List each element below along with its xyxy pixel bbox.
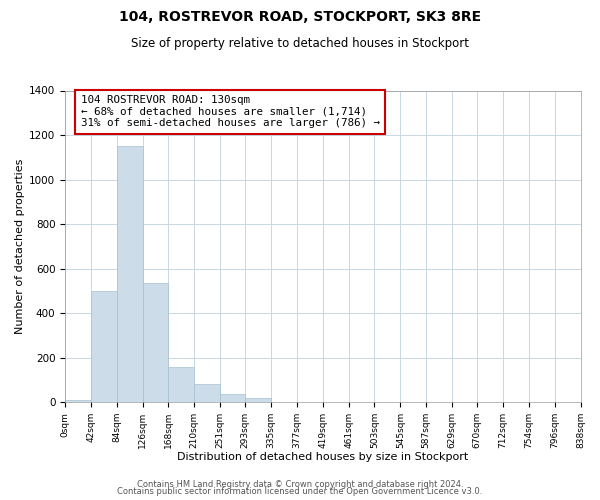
Y-axis label: Number of detached properties: Number of detached properties	[15, 158, 25, 334]
Bar	[91, 291, 117, 402]
Text: 104 ROSTREVOR ROAD: 130sqm
← 68% of detached houses are smaller (1,714)
31% of s: 104 ROSTREVOR ROAD: 130sqm ← 68% of deta…	[80, 95, 380, 128]
Text: Contains HM Land Registry data © Crown copyright and database right 2024.: Contains HM Land Registry data © Crown c…	[137, 480, 463, 489]
Bar	[117, 146, 143, 402]
Bar	[220, 394, 245, 402]
X-axis label: Distribution of detached houses by size in Stockport: Distribution of detached houses by size …	[177, 452, 469, 462]
Bar	[143, 283, 169, 402]
Text: Contains public sector information licensed under the Open Government Licence v3: Contains public sector information licen…	[118, 488, 482, 496]
Text: 104, ROSTREVOR ROAD, STOCKPORT, SK3 8RE: 104, ROSTREVOR ROAD, STOCKPORT, SK3 8RE	[119, 10, 481, 24]
Bar	[65, 400, 91, 402]
Bar	[245, 398, 271, 402]
Bar	[169, 366, 194, 402]
Bar	[194, 384, 220, 402]
Text: Size of property relative to detached houses in Stockport: Size of property relative to detached ho…	[131, 38, 469, 51]
